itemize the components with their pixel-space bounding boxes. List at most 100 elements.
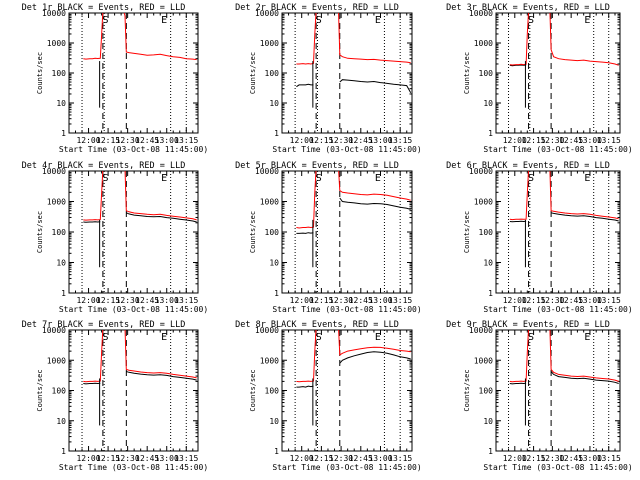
plot-frame [68, 329, 199, 452]
y-tick-label: 10000 [42, 9, 66, 18]
series-events-line [83, 212, 197, 223]
annotation-S: S [316, 332, 322, 343]
x-tick-label: 12:00 [503, 296, 527, 305]
x-tick-label: 12:15 [96, 136, 120, 145]
y-axis-label: Counts/sec [36, 369, 44, 411]
series-events-line [83, 371, 197, 385]
x-tick-label: 12:45 [559, 136, 583, 145]
x-tick-label: 12:30 [540, 136, 564, 145]
y-tick-label: 10 [483, 417, 493, 426]
y-tick-label: 1000 [260, 198, 279, 207]
x-tick-label: 13:00 [578, 454, 602, 463]
y-tick-label: 1000 [260, 356, 279, 365]
series-events-line [296, 197, 411, 234]
annotation-E: E [161, 15, 167, 26]
plot-frame [281, 170, 413, 294]
x-axis-label: Start Time (03-Oct-08 11:45:00) [272, 305, 421, 314]
plot-frame [495, 12, 621, 134]
y-tick-label: 1000 [474, 198, 493, 207]
annotation-E: E [584, 15, 590, 26]
marker-lines [508, 330, 610, 451]
panel-title: Det 8r BLACK = Events, RED = LLD [235, 320, 399, 330]
plot-frame [281, 12, 413, 134]
x-axis-label: Start Time (03-Oct-08 11:45:00) [59, 463, 208, 472]
x-tick-label: 12:45 [135, 296, 159, 305]
x-tick-label: 13:00 [368, 454, 392, 463]
panel-det-7r: Det 7r BLACK = Events, RED = LLD 1 10 100 10… [22, 320, 209, 472]
series-lld-line [296, 171, 411, 229]
x-tick-label: 12:30 [116, 454, 140, 463]
x-tick-label: 12:00 [503, 136, 527, 145]
x-tick-label: 13:00 [578, 136, 602, 145]
y-tick-label: 1 [61, 129, 66, 138]
series-events-line [509, 371, 619, 385]
x-tick-label: 12:15 [522, 454, 546, 463]
y-tick-label: 100 [479, 387, 494, 396]
x-tick-label: 12:00 [290, 136, 314, 145]
x-tick-label: 12:15 [309, 454, 333, 463]
y-tick-label: 10 [483, 259, 493, 268]
plot-frame [281, 329, 413, 452]
annotation-S: S [102, 15, 108, 26]
marker-lines [294, 171, 401, 293]
y-tick-label: 1000 [47, 198, 66, 207]
plot-frame [68, 12, 199, 134]
y-tick-label: 1 [61, 447, 66, 456]
y-tick-label: 100 [52, 387, 67, 396]
y-tick-label: 1000 [474, 39, 493, 48]
y-tick-label: 100 [265, 228, 280, 237]
x-tick-label: 12:00 [503, 454, 527, 463]
y-tick-label: 1000 [47, 39, 66, 48]
x-tick-label: 13:00 [368, 136, 392, 145]
x-tick-label: 12:00 [76, 454, 100, 463]
series-lld-line [83, 330, 197, 383]
marker-lines [81, 171, 187, 293]
x-axis-label: Start Time (03-Oct-08 11:45:00) [272, 463, 421, 472]
y-tick-label: 10 [56, 259, 66, 268]
annotation-E: E [161, 332, 167, 343]
panel-det-5r: Det 5r BLACK = Events, RED = LLD 1 10 100 10… [235, 161, 422, 314]
y-axis-label: Counts/sec [463, 369, 471, 411]
series-events-line [509, 212, 619, 223]
y-tick-label: 10 [269, 99, 279, 108]
series-lld-line [509, 330, 619, 383]
y-tick-label: 100 [52, 69, 67, 78]
y-tick-label: 10 [56, 417, 66, 426]
series-group [509, 13, 619, 108]
y-tick-label: 10000 [255, 167, 279, 176]
annotation-E: E [584, 332, 590, 343]
annotation-S: S [528, 173, 534, 184]
y-tick-label: 10000 [469, 167, 493, 176]
x-tick-label: 12:45 [135, 136, 159, 145]
series-lld-line [509, 171, 619, 221]
x-tick-label: 13:15 [597, 136, 621, 145]
y-tick-label: 1 [61, 289, 66, 298]
y-axis-label: Counts/sec [249, 52, 257, 94]
x-tick-label: 12:15 [96, 296, 120, 305]
series-events-line [296, 351, 411, 388]
series-lld-line [83, 13, 197, 61]
panel-det-8r: Det 8r BLACK = Events, RED = LLD 1 10 100 10… [235, 320, 422, 472]
x-tick-label: 12:45 [349, 136, 373, 145]
y-tick-label: 100 [479, 69, 494, 78]
panel-det-3r: Det 3r BLACK = Events, RED = LLD 1 10 100 10… [446, 3, 633, 154]
y-axis-label: Counts/sec [463, 211, 471, 253]
marker-lines [81, 330, 187, 451]
marker-lines [294, 13, 401, 133]
x-tick-label: 12:30 [116, 136, 140, 145]
x-tick-label: 12:15 [309, 136, 333, 145]
panel-title: Det 3r BLACK = Events, RED = LLD [446, 3, 610, 13]
y-tick-label: 1 [274, 289, 279, 298]
y-tick-label: 100 [265, 387, 280, 396]
y-axis-label: Counts/sec [249, 211, 257, 253]
y-tick-label: 10000 [255, 326, 279, 335]
plot-frame [495, 170, 621, 294]
x-tick-label: 12:00 [76, 136, 100, 145]
x-tick-label: 13:15 [174, 136, 198, 145]
series-group [83, 330, 197, 426]
y-tick-label: 1000 [47, 356, 66, 365]
y-tick-label: 10 [56, 99, 66, 108]
y-tick-label: 1 [488, 129, 493, 138]
x-tick-label: 12:45 [559, 454, 583, 463]
